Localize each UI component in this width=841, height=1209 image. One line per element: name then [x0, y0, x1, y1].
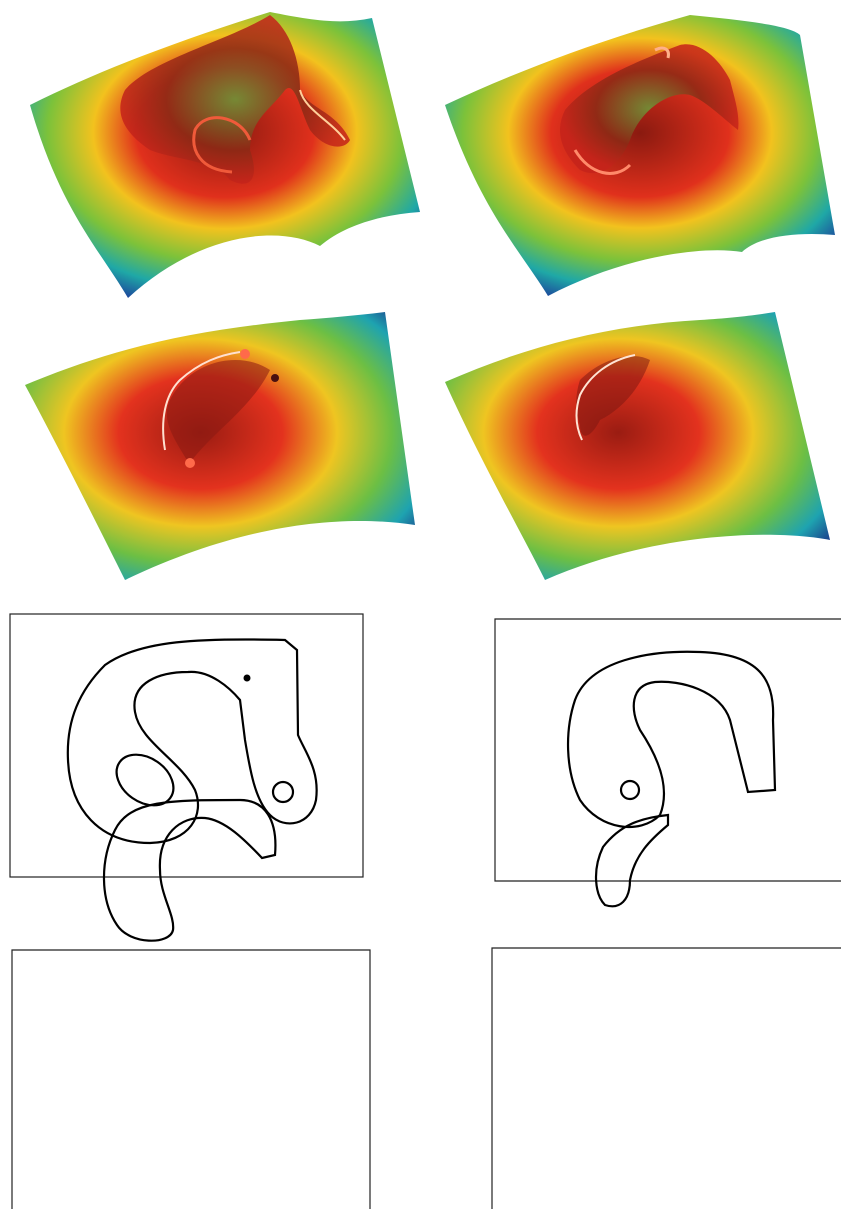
surface-plot [445, 312, 830, 580]
contour-panel [495, 619, 841, 881]
surface-plot [30, 12, 420, 298]
contour-panel [12, 800, 370, 1209]
contour-panel [492, 815, 841, 1209]
figure [0, 0, 841, 1209]
page: (() => { const data = JSON.parse(documen… [0, 0, 841, 1209]
contour-panel [10, 614, 363, 877]
surface-plot [445, 15, 835, 296]
surface-plot [25, 312, 415, 580]
